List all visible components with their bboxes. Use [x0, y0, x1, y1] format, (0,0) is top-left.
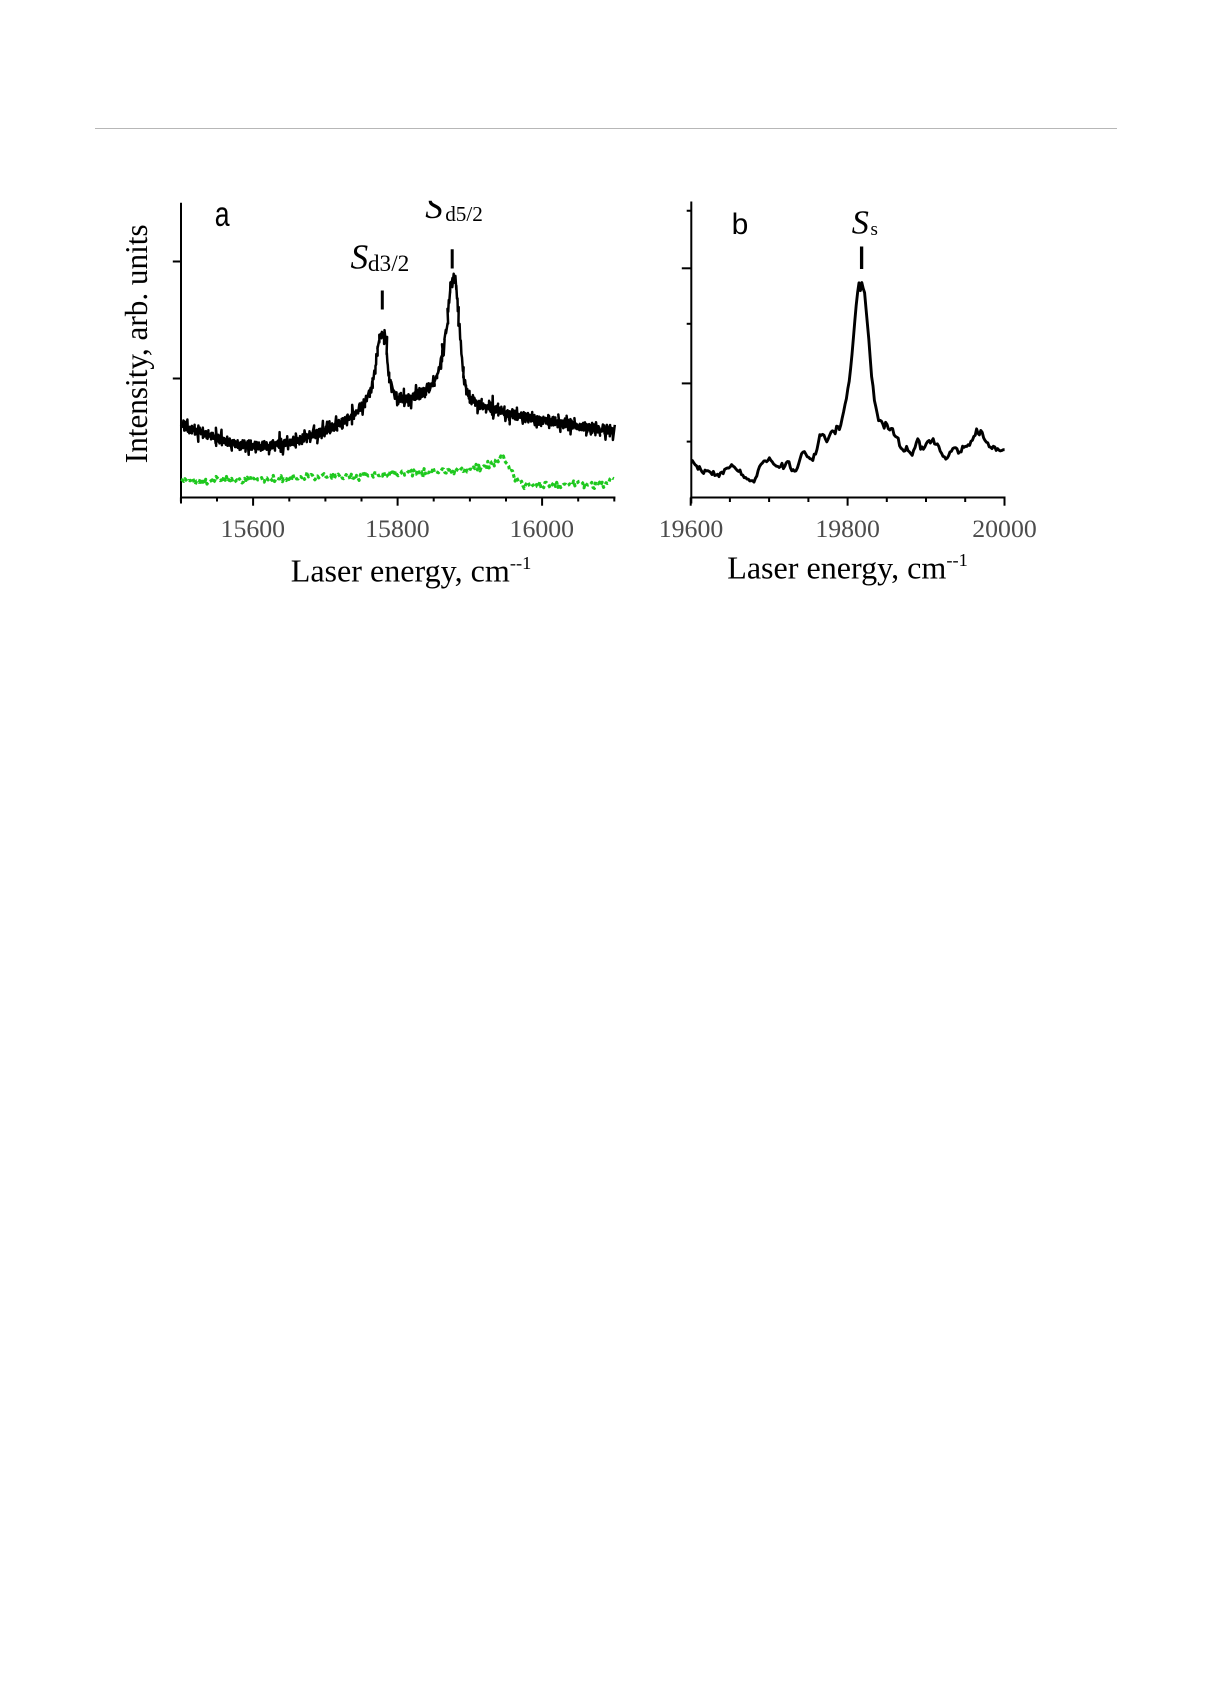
svg-text:Laser energy, cm--1: Laser energy, cm--1: [291, 553, 532, 589]
svg-text:d5/2: d5/2: [445, 202, 483, 226]
svg-text:S: S: [852, 205, 869, 242]
svg-text:a: a: [215, 195, 230, 234]
svg-text:s: s: [871, 219, 878, 240]
svg-text:Intensity, arb. units: Intensity, arb. units: [119, 224, 154, 463]
svg-text:b: b: [732, 208, 749, 241]
svg-text:16000: 16000: [510, 514, 575, 543]
svg-text:15800: 15800: [365, 514, 430, 543]
svg-text:S: S: [425, 187, 443, 226]
svg-text:19600: 19600: [659, 514, 724, 543]
svg-text:d3/2: d3/2: [368, 251, 409, 277]
svg-text:S: S: [351, 238, 369, 277]
svg-text:15600: 15600: [221, 514, 286, 543]
svg-text:Laser energy, cm--1: Laser energy, cm--1: [727, 550, 968, 586]
svg-text:20000: 20000: [972, 514, 1037, 543]
svg-text:19800: 19800: [815, 514, 880, 543]
